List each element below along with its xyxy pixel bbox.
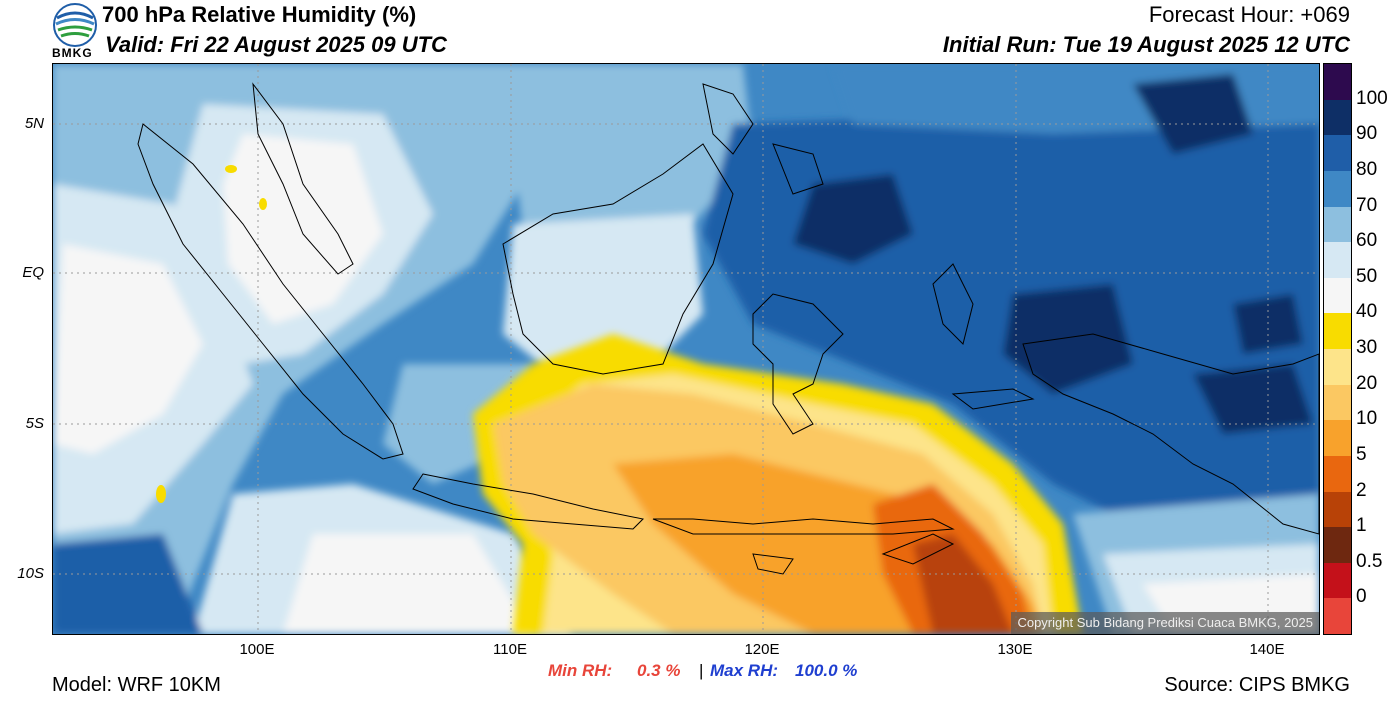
colorbar-segment	[1324, 206, 1351, 243]
bmkg-logo-icon	[53, 3, 97, 47]
initial-run: Initial Run: Tue 19 August 2025 12 UTC	[942, 32, 1350, 57]
colorbar-label: 30	[1356, 337, 1378, 358]
colorbar-label: 0.5	[1356, 550, 1383, 572]
model-label: Model: WRF 10KM	[52, 674, 221, 696]
min-rh-value: 0.3 %	[637, 661, 681, 680]
x-tick-120e: 120E	[744, 641, 780, 658]
colorbar-segment	[1324, 349, 1351, 385]
humidity-speck	[225, 165, 237, 173]
source-label: Source: CIPS BMKG	[1164, 674, 1350, 696]
x-tick-130e: 130E	[997, 641, 1033, 658]
humidity-speck	[156, 485, 166, 503]
colorbar-segment	[1324, 384, 1351, 421]
colorbar-segment	[1324, 99, 1351, 136]
colorbar-label: 5	[1356, 443, 1367, 465]
colorbar-segment	[1324, 313, 1351, 349]
colorbar	[1323, 63, 1352, 635]
x-tick-110e: 110E	[493, 641, 527, 658]
max-rh-label: Max RH:	[710, 661, 779, 680]
bmkg-logo: BMKG	[52, 2, 100, 62]
colorbar-segment	[1324, 527, 1351, 563]
colorbar-segment	[1324, 242, 1351, 278]
colorbar-segment	[1324, 170, 1351, 207]
x-tick-140e: 140E	[1249, 641, 1285, 658]
x-tick-100e: 100E	[239, 641, 275, 658]
colorbar-label: 20	[1356, 372, 1378, 394]
colorbar-label: 10	[1356, 408, 1378, 430]
y-tick-10s: 10S	[17, 565, 44, 582]
colorbar-label: 60	[1356, 230, 1378, 252]
colorbar-label: 80	[1356, 158, 1378, 180]
colorbar-segment	[1324, 64, 1351, 100]
colorbar-label: 50	[1356, 265, 1378, 287]
min-rh-label: Min RH:	[548, 661, 613, 680]
max-rh-value: 100.0 %	[795, 661, 858, 680]
y-tick-5s: 5S	[25, 415, 44, 432]
colorbar-label: 90	[1356, 123, 1378, 145]
colorbar-label: 100	[1356, 87, 1388, 109]
colorbar-segment	[1324, 562, 1351, 599]
colorbar-segment	[1324, 598, 1351, 634]
coastlines	[137, 82, 1319, 575]
humidity-speck	[259, 198, 267, 210]
forecast-hour: Forecast Hour: +069	[1148, 2, 1350, 27]
y-tick-eq: EQ	[22, 264, 44, 281]
rh-map: Copyright Sub Bidang Prediksi Cuaca BMKG…	[52, 63, 1320, 635]
colorbar-label: 70	[1356, 194, 1378, 216]
colorbar-label: 0	[1356, 586, 1367, 608]
colorbar-segment	[1324, 455, 1351, 492]
colorbar-segment	[1324, 420, 1351, 456]
colorbar-segment	[1324, 277, 1351, 314]
bmkg-logo-text: BMKG	[52, 46, 93, 60]
copyright-notice: Copyright Sub Bidang Prediksi Cuaca BMKG…	[1011, 612, 1319, 634]
stat-separator: |	[699, 661, 704, 680]
colorbar-label: 40	[1356, 301, 1378, 323]
valid-time: Valid: Fri 22 August 2025 09 UTC	[105, 32, 447, 57]
graticule	[53, 64, 1319, 634]
chart-title: 700 hPa Relative Humidity (%)	[102, 2, 417, 27]
rh-field	[53, 64, 1319, 634]
colorbar-label: 1	[1356, 515, 1367, 537]
y-tick-5n: 5N	[24, 115, 44, 132]
colorbar-label: 2	[1356, 479, 1367, 501]
colorbar-segment	[1324, 135, 1351, 171]
colorbar-segment	[1324, 491, 1351, 528]
